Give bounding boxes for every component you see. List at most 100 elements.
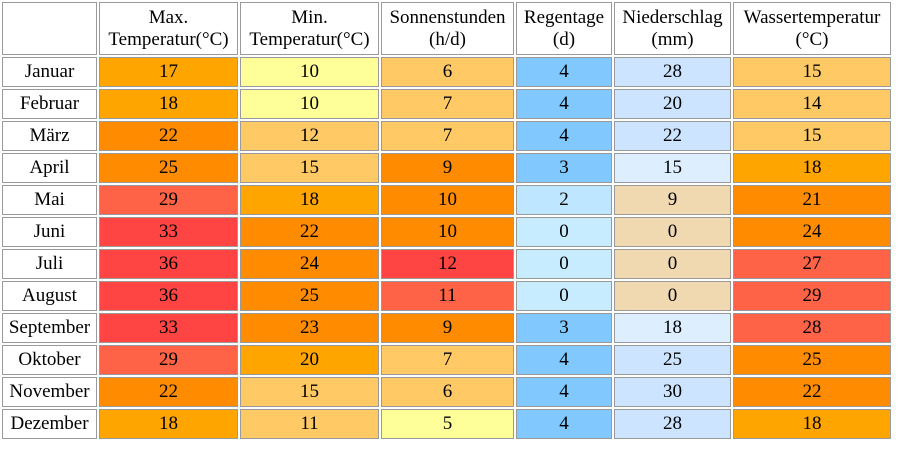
table-row: November 22 15 6 4 30 22 — [2, 377, 891, 407]
month-label: Juli — [2, 249, 97, 279]
precipitation-cell: 25 — [614, 345, 731, 375]
water-temp-cell: 14 — [733, 89, 891, 119]
header-rain-days: Regentage (d) — [516, 2, 612, 55]
table-row: August 36 25 11 0 0 29 — [2, 281, 891, 311]
max-temp-cell: 18 — [99, 409, 238, 439]
table-row: Oktober 29 20 7 4 25 25 — [2, 345, 891, 375]
header-max-temp-line1: Max. — [148, 6, 189, 28]
sunshine-cell: 10 — [381, 217, 514, 247]
month-label: September — [2, 313, 97, 343]
month-label: April — [2, 153, 97, 183]
min-temp-cell: 15 — [240, 377, 379, 407]
max-temp-cell: 22 — [99, 121, 238, 151]
month-label: Oktober — [2, 345, 97, 375]
water-temp-cell: 24 — [733, 217, 891, 247]
table-row: Februar 18 10 7 4 20 14 — [2, 89, 891, 119]
header-row: Max. Temperatur(°C) Min. Temperatur(°C) … — [2, 2, 891, 55]
precipitation-cell: 9 — [614, 185, 731, 215]
min-temp-cell: 23 — [240, 313, 379, 343]
water-temp-cell: 25 — [733, 345, 891, 375]
min-temp-cell: 24 — [240, 249, 379, 279]
max-temp-cell: 18 — [99, 89, 238, 119]
water-temp-cell: 15 — [733, 57, 891, 87]
month-label: Januar — [2, 57, 97, 87]
min-temp-cell: 12 — [240, 121, 379, 151]
month-label: August — [2, 281, 97, 311]
water-temp-cell: 21 — [733, 185, 891, 215]
header-precipitation-line1: Niederschlag — [622, 6, 723, 28]
water-temp-cell: 28 — [733, 313, 891, 343]
month-label: Februar — [2, 89, 97, 119]
header-sunshine: Sonnenstunden (h/d) — [381, 2, 514, 55]
max-temp-cell: 36 — [99, 281, 238, 311]
water-temp-cell: 18 — [733, 153, 891, 183]
header-min-temp-line1: Min. — [291, 6, 328, 28]
water-temp-cell: 18 — [733, 409, 891, 439]
month-label: Juni — [2, 217, 97, 247]
sunshine-cell: 10 — [381, 185, 514, 215]
table-row: Januar 17 10 6 4 28 15 — [2, 57, 891, 87]
precipitation-cell: 28 — [614, 409, 731, 439]
header-max-temp-line2: Temperatur(°C) — [108, 28, 229, 50]
header-sunshine-line2: (h/d) — [429, 28, 466, 50]
max-temp-cell: 29 — [99, 345, 238, 375]
header-sunshine-line1: Sonnenstunden — [389, 6, 506, 28]
month-label: März — [2, 121, 97, 151]
precipitation-cell: 22 — [614, 121, 731, 151]
rain-days-cell: 4 — [516, 89, 612, 119]
sunshine-cell: 12 — [381, 249, 514, 279]
max-temp-cell: 29 — [99, 185, 238, 215]
header-precipitation-line2: (mm) — [651, 28, 694, 50]
water-temp-cell: 27 — [733, 249, 891, 279]
sunshine-cell: 9 — [381, 313, 514, 343]
table-body: Januar 17 10 6 4 28 15 Februar 18 10 7 4 20 14 März 22 1… — [2, 57, 891, 439]
rain-days-cell: 4 — [516, 409, 612, 439]
sunshine-cell: 7 — [381, 89, 514, 119]
sunshine-cell: 5 — [381, 409, 514, 439]
header-min-temp: Min. Temperatur(°C) — [240, 2, 379, 55]
table-row: September 33 23 9 3 18 28 — [2, 313, 891, 343]
sunshine-cell: 9 — [381, 153, 514, 183]
max-temp-cell: 36 — [99, 249, 238, 279]
table-row: Juni 33 22 10 0 0 24 — [2, 217, 891, 247]
sunshine-cell: 6 — [381, 377, 514, 407]
sunshine-cell: 6 — [381, 57, 514, 87]
table-row: Dezember 18 11 5 4 28 18 — [2, 409, 891, 439]
rain-days-cell: 0 — [516, 217, 612, 247]
max-temp-cell: 33 — [99, 217, 238, 247]
table-row: Mai 29 18 10 2 9 21 — [2, 185, 891, 215]
sunshine-cell: 7 — [381, 345, 514, 375]
precipitation-cell: 30 — [614, 377, 731, 407]
rain-days-cell: 0 — [516, 281, 612, 311]
rain-days-cell: 4 — [516, 345, 612, 375]
rain-days-cell: 0 — [516, 249, 612, 279]
table-row: Juli 36 24 12 0 0 27 — [2, 249, 891, 279]
max-temp-cell: 17 — [99, 57, 238, 87]
header-min-temp-line2: Temperatur(°C) — [249, 28, 370, 50]
precipitation-cell: 18 — [614, 313, 731, 343]
table-row: April 25 15 9 3 15 18 — [2, 153, 891, 183]
rain-days-cell: 2 — [516, 185, 612, 215]
rain-days-cell: 3 — [516, 313, 612, 343]
precipitation-cell: 0 — [614, 217, 731, 247]
min-temp-cell: 10 — [240, 57, 379, 87]
min-temp-cell: 20 — [240, 345, 379, 375]
header-precipitation: Niederschlag (mm) — [614, 2, 731, 55]
min-temp-cell: 22 — [240, 217, 379, 247]
rain-days-cell: 3 — [516, 153, 612, 183]
max-temp-cell: 22 — [99, 377, 238, 407]
header-water-temp-line2: (°C) — [795, 28, 829, 50]
header-rain-days-line2: (d) — [552, 28, 576, 50]
water-temp-cell: 22 — [733, 377, 891, 407]
max-temp-cell: 25 — [99, 153, 238, 183]
min-temp-cell: 11 — [240, 409, 379, 439]
water-temp-cell: 29 — [733, 281, 891, 311]
min-temp-cell: 10 — [240, 89, 379, 119]
precipitation-cell: 28 — [614, 57, 731, 87]
sunshine-cell: 7 — [381, 121, 514, 151]
header-water-temp-line1: Wassertemperatur — [743, 6, 881, 28]
water-temp-cell: 15 — [733, 121, 891, 151]
min-temp-cell: 18 — [240, 185, 379, 215]
max-temp-cell: 33 — [99, 313, 238, 343]
rain-days-cell: 4 — [516, 57, 612, 87]
